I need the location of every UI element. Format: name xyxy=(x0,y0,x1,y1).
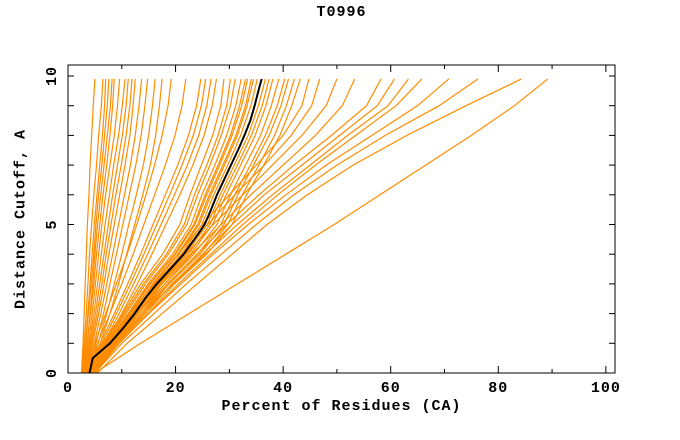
x-tick-label: 20 xyxy=(166,380,186,397)
y-tick-label: 10 xyxy=(44,66,61,86)
x-tick-label: 100 xyxy=(591,380,621,397)
model-curve xyxy=(86,78,207,374)
plot-border xyxy=(67,64,616,374)
model-curve xyxy=(91,78,382,374)
model-curve xyxy=(86,78,143,374)
model-curve xyxy=(87,78,149,374)
model-curve xyxy=(87,78,255,374)
x-tick-label: 80 xyxy=(488,380,508,397)
model-curve xyxy=(80,78,96,374)
y-tick-label: 0 xyxy=(44,368,61,378)
model-curve xyxy=(92,78,296,374)
model-curve xyxy=(86,78,236,374)
model-curve xyxy=(88,78,310,374)
model-curve xyxy=(83,78,115,374)
x-tick-label: 60 xyxy=(381,380,401,397)
x-axis-title: Percent of Residues (CA) xyxy=(221,398,462,415)
model-curve xyxy=(90,78,356,374)
x-tick-label: 0 xyxy=(63,380,73,397)
model-curve xyxy=(92,78,409,374)
model-curve xyxy=(89,78,321,374)
model-curve xyxy=(94,78,450,374)
model-curve xyxy=(86,78,242,374)
model-curve xyxy=(88,78,163,374)
model-curve xyxy=(85,78,202,374)
model-curve xyxy=(84,78,121,374)
highlighted-model-curve xyxy=(88,78,263,374)
model-curve xyxy=(85,78,129,374)
model-curve xyxy=(97,78,522,374)
model-curve xyxy=(86,78,212,374)
x-tick-label: 40 xyxy=(273,380,293,397)
model-curve xyxy=(81,78,104,374)
model-curve xyxy=(86,78,136,374)
model-curve xyxy=(94,78,549,374)
model-curve xyxy=(85,78,133,374)
y-tick-label: 5 xyxy=(44,219,61,229)
model-curve xyxy=(83,78,172,374)
model-curve xyxy=(94,78,479,374)
plot-title: T0996 xyxy=(316,4,367,21)
model-curve xyxy=(87,78,156,374)
model-curve xyxy=(90,78,270,374)
model-curve xyxy=(85,78,225,374)
model-curve xyxy=(84,78,187,374)
model-curve xyxy=(85,78,232,374)
model-curve xyxy=(84,78,126,374)
model-curve xyxy=(82,78,110,374)
